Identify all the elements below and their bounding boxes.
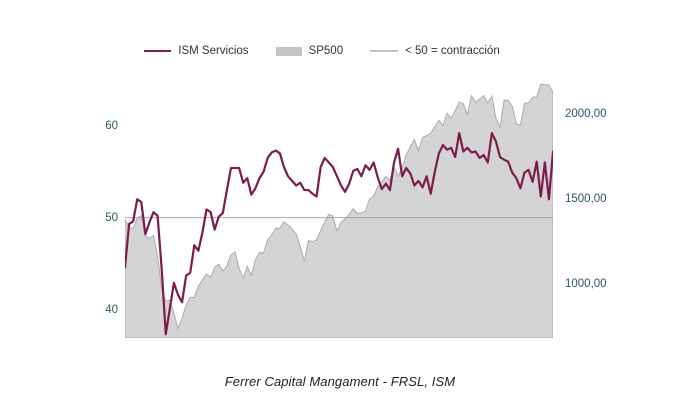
contraction-line-swatch-icon bbox=[370, 50, 399, 52]
legend-item-ism-servicios: ISM Servicios bbox=[144, 45, 249, 57]
sp500-area-series bbox=[125, 83, 553, 338]
legend-label-ism-servicios: ISM Servicios bbox=[178, 45, 249, 57]
legend-item-sp500: SP500 bbox=[275, 45, 344, 57]
source-caption: Ferrer Capital Mangament - FRSL, ISM bbox=[224, 374, 456, 389]
right-axis-tick-1500: 1500,00 bbox=[565, 192, 607, 205]
sp500-area-swatch-icon bbox=[275, 46, 302, 56]
plot-area bbox=[125, 83, 553, 338]
ism-line-swatch-icon bbox=[144, 49, 172, 53]
right-axis-tick-1000: 1000,00 bbox=[565, 277, 607, 290]
left-axis-tick-50: 50 bbox=[105, 211, 118, 224]
right-axis-tick-2000: 2000,00 bbox=[565, 107, 607, 120]
left-axis-tick-60: 60 bbox=[105, 119, 118, 132]
ism-servicios-line-series bbox=[125, 132, 553, 336]
legend-label-sp500: SP500 bbox=[308, 45, 344, 57]
legend: ISM Servicios SP500 < 50 = contracción bbox=[0, 42, 644, 60]
left-axis-tick-40: 40 bbox=[105, 303, 118, 316]
legend-item-contraction: < 50 = contracción bbox=[370, 45, 500, 57]
legend-label-contraction: < 50 = contracción bbox=[405, 45, 500, 57]
